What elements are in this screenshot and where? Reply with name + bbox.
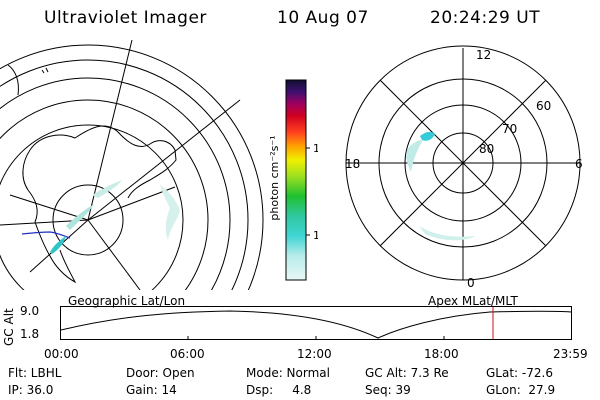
altitude-curve [60, 310, 572, 339]
lat-label-60: 60 [536, 99, 551, 113]
coastline [7, 64, 19, 96]
aurora-emission-bright [50, 236, 66, 254]
colorbar-tick: 100 [313, 142, 318, 155]
observation-date: 10 Aug 07 [277, 8, 369, 28]
dsp-info: Dsp: 4.8 [246, 383, 312, 397]
lat-circle [52, 184, 124, 256]
lat-label-80: 80 [479, 142, 494, 156]
lat-label-70: 70 [502, 122, 517, 136]
aurora-emission [160, 185, 180, 240]
colorbar-tick: 10 [313, 229, 318, 242]
filter-info: Flt: LBHL [8, 366, 62, 380]
timeline-frame [60, 306, 572, 340]
altitude-timeline [60, 306, 572, 340]
mlt-label-0: 0 [467, 276, 475, 290]
altitude-axis-label: GC Alt [2, 308, 16, 346]
aurora-emission [66, 204, 94, 230]
mlt-label-12: 12 [476, 48, 491, 62]
glat-info: GLat: -72.6 [486, 366, 553, 380]
meridian-line [87, 40, 133, 221]
lat-circle [0, 99, 209, 290]
mlt-axis [379, 79, 547, 247]
observation-time: 20:24:29 UT [430, 8, 541, 28]
timeline-tick: 18:00 [424, 347, 459, 361]
meridian-line [9, 194, 89, 221]
color-bar: 100 10 photon cm⁻²s⁻¹ [268, 79, 318, 281]
timeline-tick: 12:00 [297, 347, 332, 361]
gc-alt-info: GC Alt: 7.3 Re [365, 366, 449, 380]
polar-plot: 12 0 18 6 60 70 80 [345, 45, 583, 290]
coastline [29, 125, 177, 199]
mlt-label-18: 18 [345, 157, 360, 171]
seq-info: Seq: 39 [365, 383, 411, 397]
meridian-line [87, 219, 141, 290]
meridian-line [87, 186, 176, 221]
glon-info: GLon: 27.9 [486, 383, 556, 397]
lat-circle [0, 124, 184, 290]
coastline [41, 67, 49, 74]
altitude-tick-min: 1.8 [20, 327, 40, 341]
timeline-tick: 06:00 [170, 347, 205, 361]
lat-circle [0, 44, 264, 290]
magnetic-caption: Apex MLat/MLT [428, 294, 518, 308]
geographic-caption: Geographic Lat/Lon [68, 294, 186, 308]
aurora-emission [406, 140, 423, 172]
timeline-tick: 00:00 [44, 347, 79, 361]
coastline-highlight [21, 231, 71, 239]
lat-circle [0, 77, 231, 290]
color-scale [285, 79, 307, 281]
ip-info: IP: 36.0 [8, 383, 54, 397]
aurora-emission-bright [420, 131, 435, 141]
colorbar-unit-label: photon cm⁻²s⁻¹ [268, 135, 281, 220]
door-info: Door: Open [126, 366, 195, 380]
coastline [34, 221, 77, 284]
mlt-label-6: 6 [575, 157, 583, 171]
timeline-tick: 23:59 [553, 347, 588, 361]
mode-info: Mode: Normal [246, 366, 330, 380]
meridian-line [87, 99, 241, 221]
geographic-map [0, 40, 264, 290]
lat-circle [0, 59, 249, 290]
altitude-tick-max: 9.0 [20, 304, 40, 318]
instrument-title: Ultraviolet Imager [44, 8, 207, 28]
aurora-emission [92, 180, 122, 198]
aurora-emission [419, 226, 475, 241]
gain-info: Gain: 14 [126, 383, 177, 397]
coastline [22, 149, 38, 223]
